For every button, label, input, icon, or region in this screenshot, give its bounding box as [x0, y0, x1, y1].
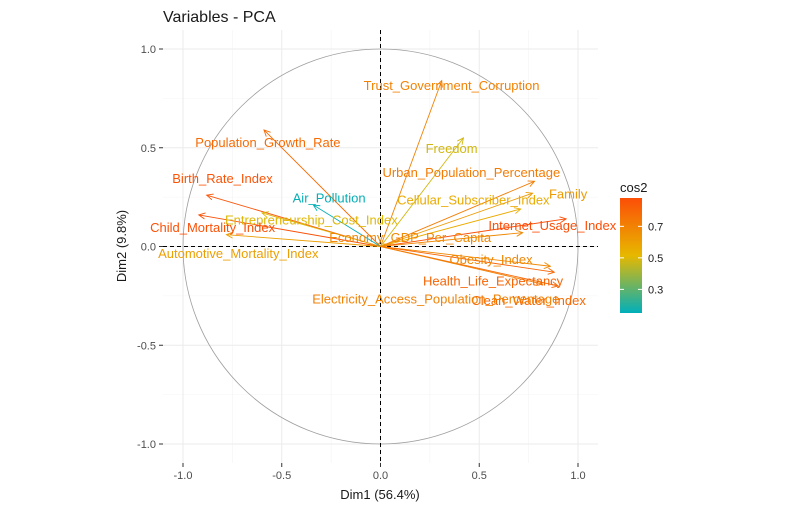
variable-arrow — [263, 129, 381, 247]
x-axis-title: Dim1 (56.4%) — [340, 487, 419, 502]
legend-tick-label: 0.7 — [648, 221, 663, 233]
variable-arrow — [380, 207, 522, 247]
chart-title: Variables - PCA — [163, 9, 276, 26]
variable-arrow — [380, 229, 524, 247]
legend-title: cos2 — [620, 180, 647, 195]
variable-label: Health_Life_Expectancy — [423, 273, 564, 288]
y-axis-title: Dim2 (9.8%) — [114, 210, 129, 282]
variable-arrow — [380, 246, 544, 286]
variable-label: Freedom — [426, 141, 478, 156]
x-tick-label: 0.0 — [373, 470, 388, 482]
variable-label: Urban_Population_Percentage — [382, 165, 560, 180]
y-tick-label: 0.0 — [141, 242, 156, 254]
x-tick-label: -0.5 — [272, 470, 291, 482]
variable-label: Entrepreneurship_Cost_Index — [225, 212, 398, 227]
x-tick-label: 0.5 — [472, 470, 487, 482]
variable-label: Electricity_Access_Population_Percentage — [312, 291, 559, 306]
legend-colorbar — [620, 198, 642, 313]
legend-tick-label: 0.5 — [648, 253, 663, 265]
variable-labels: Trust_Government_Corruption Population_Gr… — [150, 78, 617, 308]
variable-arrow — [380, 79, 443, 247]
variable-label: Obesity_Index — [450, 252, 534, 267]
variable-label: Population_Growth_Rate — [195, 135, 340, 150]
variable-label: Automotive_Mortality_Index — [158, 246, 319, 261]
variable-label: Family — [549, 187, 588, 202]
cos2-legend: cos2 0.3 0.5 0.7 — [620, 180, 663, 313]
y-tick-label: -1.0 — [137, 439, 156, 451]
variable-arrow — [380, 180, 536, 247]
variable-label: Air_Pollution — [293, 191, 366, 206]
variable-arrow — [380, 216, 568, 247]
variable-arrow — [312, 204, 381, 247]
variable-arrow — [380, 246, 552, 269]
y-tick-label: -0.5 — [137, 340, 156, 352]
variable-arrow — [261, 211, 381, 247]
variable-label: Economy_GDP_Per_Capita — [329, 230, 492, 245]
variable-label: Birth_Rate_Index — [172, 171, 273, 186]
variable-label: Clean_Water_Index — [471, 293, 586, 308]
variable-label: Internet_Usage_Index — [488, 218, 616, 233]
variable-label: Trust_Government_Corruption — [364, 78, 540, 93]
variable-arrow — [225, 231, 381, 247]
y-axis-ticks: -1.0 -0.5 0.0 0.5 1.0 — [137, 44, 163, 451]
variable-arrow — [380, 191, 534, 247]
y-tick-label: 0.5 — [141, 143, 156, 155]
variable-arrow — [197, 212, 381, 247]
y-tick-label: 1.0 — [141, 44, 156, 56]
x-tick-label: 1.0 — [570, 470, 585, 482]
legend-ticks: 0.3 0.5 0.7 — [620, 221, 663, 296]
x-axis-ticks: -1.0 -0.5 0.0 0.5 1.0 — [174, 463, 586, 482]
variable-label: Child_Mortality_Index — [150, 220, 276, 235]
variable-label: Cellular_Subscriber_Index — [397, 193, 550, 208]
legend-tick-label: 0.3 — [648, 284, 663, 296]
x-tick-label: -1.0 — [174, 470, 193, 482]
variable-arrow — [380, 137, 465, 247]
variable-arrows — [197, 79, 568, 289]
variable-arrow — [380, 246, 556, 275]
